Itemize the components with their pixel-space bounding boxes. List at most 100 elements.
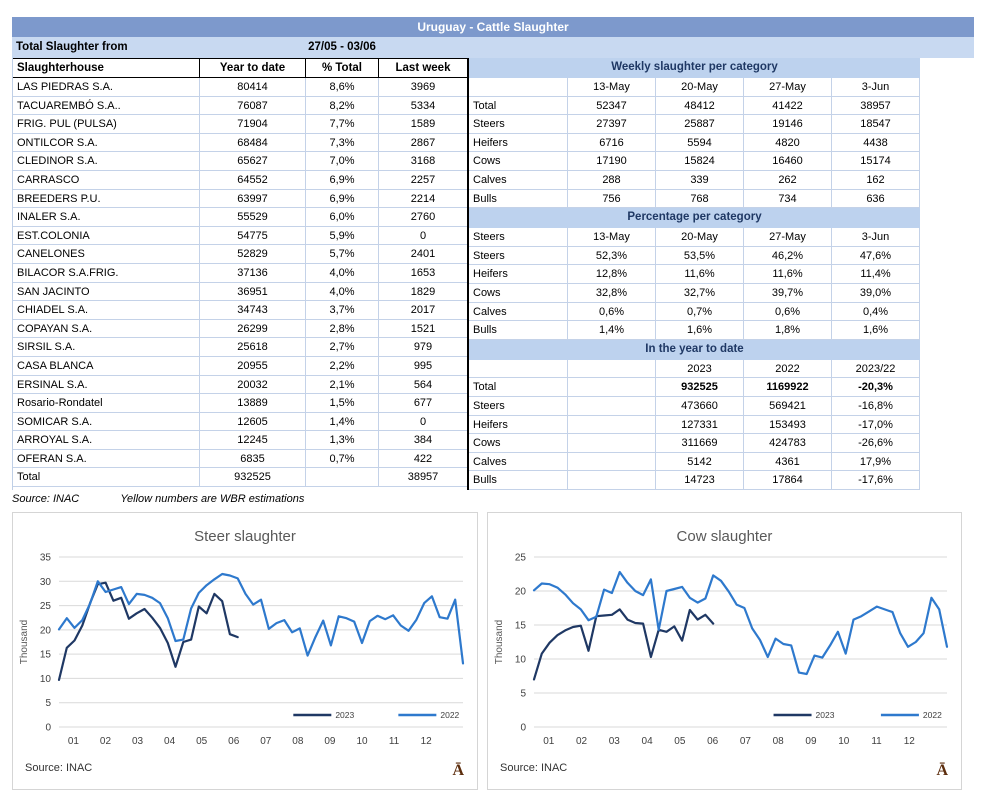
value-cell <box>568 396 656 416</box>
slaughterhouse-name: ARROYAL S.A. <box>13 431 200 450</box>
value-cell: 76087 <box>200 96 306 116</box>
value-cell: 734 <box>744 189 832 209</box>
brand-logo-icon: Ā <box>452 761 464 779</box>
value-cell: 36951 <box>200 282 306 302</box>
value-cell: 5,7% <box>306 245 379 264</box>
x-tick-label: 01 <box>543 736 555 747</box>
value-cell: 47,6% <box>832 246 920 266</box>
y-tick-label: 15 <box>40 650 52 661</box>
value-cell: 17,9% <box>832 452 920 472</box>
category-label: Total <box>469 378 568 397</box>
table-row: Rosario-Rondatel 13889 1,5% 677 <box>13 394 468 413</box>
value-cell: 54775 <box>200 226 306 246</box>
value-cell: 1,5% <box>306 394 379 413</box>
value-cell: 6835 <box>200 449 306 469</box>
value-cell: 11,6% <box>656 265 744 284</box>
slaughterhouse-name: INALER S.A. <box>13 208 200 227</box>
value-cell: 38957 <box>832 96 920 116</box>
value-cell: 677 <box>379 394 468 413</box>
value-cell: 52347 <box>568 96 656 116</box>
estimation-note: Yellow numbers are WBR estimations <box>120 492 305 505</box>
table-row: Total 932525 1169922 -20,3% <box>469 378 920 397</box>
value-cell: 2,8% <box>306 319 379 339</box>
x-tick-label: 11 <box>389 736 400 747</box>
category-label: Heifers <box>469 265 568 284</box>
value-cell: 756 <box>568 189 656 209</box>
steer-slaughter-chart: Steer slaughter 0 5 10 15 20 25 30 35 Thousand 01 0… <box>12 512 478 790</box>
y-tick-label: 35 <box>40 553 52 564</box>
table-row: Bulls 756 768 734 636 <box>469 189 920 209</box>
value-cell: 39,0% <box>832 283 920 303</box>
x-tick-label: 07 <box>740 736 752 747</box>
value-cell: 0,6% <box>744 302 832 322</box>
value-cell: 636 <box>832 189 920 209</box>
value-cell: 48412 <box>656 96 744 116</box>
slaughterhouse-name: OFERAN S.A. <box>13 449 200 469</box>
value-cell: 2023/22 <box>832 359 920 379</box>
value-cell: 16460 <box>744 152 832 171</box>
chart-source: Source: INAC <box>25 762 92 774</box>
table-row: Heifers 127331 153493 -17,0% <box>469 415 920 435</box>
section-header: In the year to date <box>469 339 920 360</box>
source-note: Source: INAC <box>12 492 80 505</box>
slaughterhouse-name: BREEDERS P.U. <box>13 189 200 209</box>
value-cell: 2257 <box>379 170 468 190</box>
table-row: ONTILCOR S.A. 68484 7,3% 2867 <box>13 133 468 153</box>
category-label: Total <box>469 96 568 116</box>
value-cell: 153493 <box>744 415 832 435</box>
report-title: Uruguay - Cattle Slaughter <box>12 17 974 37</box>
x-tick-label: 05 <box>674 736 686 747</box>
value-cell: 55529 <box>200 208 306 227</box>
x-tick-label: 08 <box>773 736 785 747</box>
category-label: Steers <box>469 396 568 416</box>
table-row: ARROYAL S.A. 12245 1,3% 384 <box>13 431 468 450</box>
column-header: % Total <box>306 59 379 77</box>
series-line-2023 <box>532 608 715 681</box>
value-cell: 995 <box>379 356 468 376</box>
x-tick-label: 09 <box>324 736 336 747</box>
table-row: Heifers 12,8% 11,6% 11,6% 11,4% <box>469 265 920 284</box>
value-cell: 2,1% <box>306 375 379 395</box>
value-cell: 63997 <box>200 189 306 209</box>
value-cell: 2214 <box>379 189 468 209</box>
period-label: Total Slaughter from <box>16 41 128 53</box>
sub-header-row: 2023 2022 2023/22 <box>469 359 920 379</box>
table-row: CANELONES 52829 5,7% 2401 <box>13 245 468 264</box>
category-label: Steers <box>469 246 568 266</box>
table-row: FRIG. PUL (PULSA) 71904 7,7% 1589 <box>13 115 468 134</box>
left-table-header-row: Slaughterhouse Year to date% Total Last we… <box>13 58 468 78</box>
section-header: Percentage per category <box>469 208 920 229</box>
x-tick-label: 10 <box>838 736 850 747</box>
value-cell: 41422 <box>744 96 832 116</box>
slaughterhouse-name: LAS PIEDRAS S.A. <box>13 78 200 97</box>
value-cell: 20-May <box>656 228 744 247</box>
value-cell: 6,9% <box>306 189 379 209</box>
x-tick-label: 03 <box>609 736 621 747</box>
value-cell: 569421 <box>744 396 832 416</box>
value-cell: 932525 <box>200 468 306 488</box>
column-header: Year to date <box>200 59 306 77</box>
table-row: BREEDERS P.U. 63997 6,9% 2214 <box>13 189 468 209</box>
value-cell: 1,4% <box>568 321 656 340</box>
value-cell: 38957 <box>379 468 468 488</box>
table-row: OFERAN S.A. 6835 0,7% 422 <box>13 449 468 469</box>
table-row: INALER S.A. 55529 6,0% 2760 <box>13 208 468 227</box>
table-row: Bulls 1,4% 1,6% 1,8% 1,6% <box>469 321 920 340</box>
y-tick-label: 5 <box>45 698 51 709</box>
value-cell: 34743 <box>200 301 306 320</box>
x-tick-label: 09 <box>805 736 817 747</box>
value-cell: 13-May <box>568 228 656 247</box>
value-cell: -16,8% <box>832 396 920 416</box>
value-cell: -17,0% <box>832 415 920 435</box>
y-tick-label: 30 <box>40 577 52 588</box>
slaughterhouse-name: CHIADEL S.A. <box>13 301 200 320</box>
value-cell: 13889 <box>200 394 306 413</box>
value-cell: 1653 <box>379 263 468 283</box>
category-label: Cows <box>469 283 568 303</box>
value-cell: 64552 <box>200 170 306 190</box>
value-cell: 15174 <box>832 152 920 171</box>
value-cell: 422 <box>379 449 468 469</box>
value-cell: 80414 <box>200 78 306 97</box>
value-cell: 20955 <box>200 356 306 376</box>
